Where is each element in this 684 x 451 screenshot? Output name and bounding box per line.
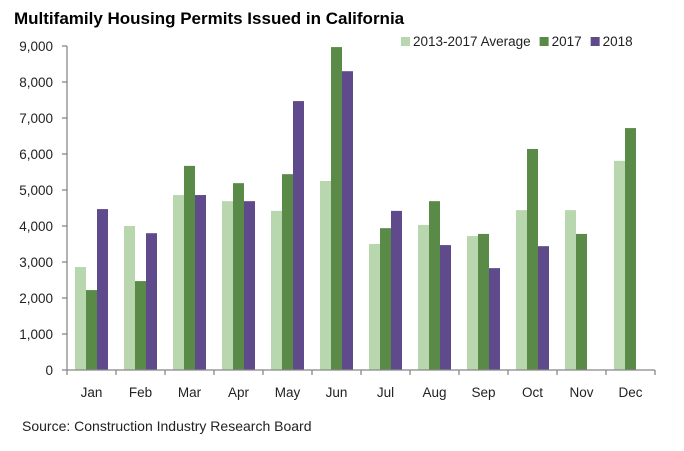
bar-dec-2013-2017-average [614, 160, 625, 370]
y-tick-label: 1,000 [19, 327, 53, 342]
bar-oct-2017 [527, 148, 538, 370]
x-tick-label: Apr [228, 385, 250, 400]
axes: Jan Feb Mar Apr May Jun Jul Aug Sep Oct Nov Dec 0 1,0… [19, 39, 656, 400]
bar-may-2018 [293, 101, 304, 370]
bar-mar-2017 [184, 165, 195, 370]
bar-feb-2018 [146, 233, 157, 370]
source-note: Source: Construction Industry Research B… [22, 418, 311, 434]
legend-label: 2013-2017 Average [413, 34, 531, 49]
x-tick-label: Jan [81, 385, 103, 400]
y-tick-label: 4,000 [19, 219, 53, 234]
x-tick-label: May [275, 385, 301, 400]
bar-sep-2018 [489, 268, 500, 370]
bar-dec-2017 [625, 128, 636, 370]
y-tick-label: 6,000 [19, 147, 53, 162]
bar-aug-2017 [429, 201, 440, 370]
bars [75, 47, 636, 371]
x-tick-label: Oct [522, 385, 543, 400]
legend-label: 2018 [603, 34, 633, 49]
y-tick-label: 2,000 [19, 291, 53, 306]
y-tick-label: 0 [45, 363, 53, 378]
bar-apr-2018 [244, 201, 255, 370]
bar-nov-2013-2017-average [565, 210, 576, 370]
legend-swatch-0 [401, 37, 410, 46]
y-tick-label: 5,000 [19, 183, 53, 198]
bar-mar-2018 [195, 195, 206, 370]
bar-jul-2017 [380, 228, 391, 370]
bar-nov-2017 [576, 233, 587, 370]
x-tick-label: Jun [326, 385, 348, 400]
y-tick-label: 7,000 [19, 111, 53, 126]
y-tick-label: 9,000 [19, 39, 53, 54]
x-tick-label: Aug [422, 385, 446, 400]
y-tick-label: 3,000 [19, 255, 53, 270]
bar-may-2013-2017-average [271, 210, 282, 370]
x-tick-label: Dec [618, 385, 642, 400]
bar-mar-2013-2017-average [173, 195, 184, 370]
bar-jan-2017 [86, 290, 97, 370]
bar-jun-2018 [342, 71, 353, 370]
bar-jan-2013-2017-average [75, 267, 86, 370]
legend-label: 2017 [552, 34, 582, 49]
legend-swatch-2 [590, 37, 600, 46]
bar-sep-2017 [478, 233, 489, 370]
x-tick-label: Sep [471, 385, 495, 400]
x-tick-label: Mar [178, 385, 202, 400]
x-tick-label: Nov [569, 385, 593, 400]
bar-sep-2013-2017-average [467, 236, 478, 370]
bar-oct-2018 [538, 246, 549, 370]
bar-aug-2018 [440, 245, 451, 370]
bar-apr-2013-2017-average [222, 201, 233, 370]
bar-jun-2017 [331, 47, 342, 371]
x-tick-label: Feb [129, 385, 152, 400]
legend-swatch-1 [539, 37, 549, 46]
chart-title: Multifamily Housing Permits Issued in Ca… [14, 9, 405, 28]
bar-jul-2013-2017-average [369, 244, 380, 370]
bar-feb-2013-2017-average [124, 226, 135, 370]
legend: 2013-2017 Average 2017 2018 [401, 34, 633, 49]
bar-oct-2013-2017-average [516, 210, 527, 370]
bar-aug-2013-2017-average [418, 224, 429, 370]
y-tick-label: 8,000 [19, 75, 53, 90]
bar-jul-2018 [391, 210, 402, 370]
x-tick-label: Jul [377, 385, 394, 400]
bar-apr-2017 [233, 183, 244, 370]
bar-may-2017 [282, 174, 293, 370]
bar-jan-2018 [97, 209, 108, 370]
bar-jun-2013-2017-average [320, 181, 331, 370]
bar-feb-2017 [135, 281, 146, 370]
